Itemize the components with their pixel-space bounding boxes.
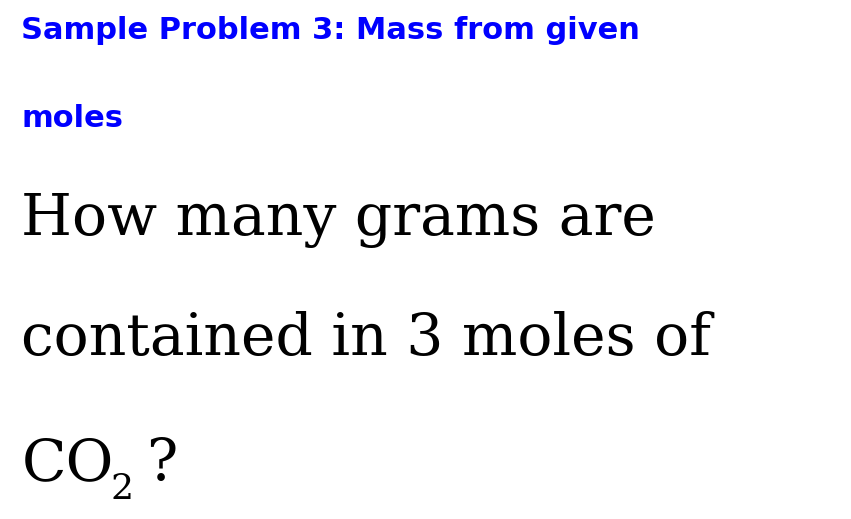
Text: CO: CO — [21, 436, 114, 492]
Text: How many grams are: How many grams are — [21, 192, 656, 248]
Text: ?: ? — [146, 436, 178, 492]
Text: Sample Problem 3: Mass from given: Sample Problem 3: Mass from given — [21, 16, 640, 45]
Text: moles: moles — [21, 104, 123, 133]
Text: contained in 3 moles of: contained in 3 moles of — [21, 311, 711, 367]
Text: 2: 2 — [111, 472, 134, 507]
